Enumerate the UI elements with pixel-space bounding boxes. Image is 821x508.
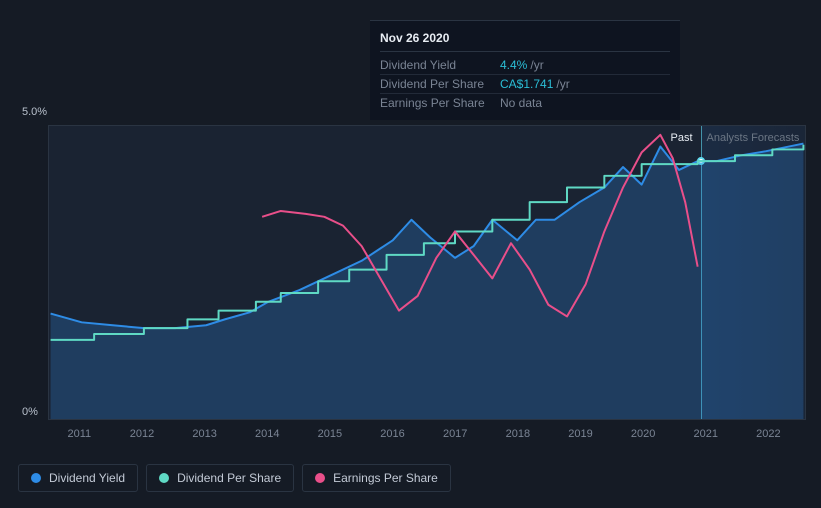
x-axis-tick: 2020	[631, 428, 655, 440]
chart-legend: Dividend Yield Dividend Per Share Earnings…	[18, 464, 451, 492]
y-axis-tick-min: 0%	[22, 406, 38, 418]
tooltip-key: Dividend Yield	[380, 58, 500, 72]
tooltip-unit: /yr	[530, 58, 543, 72]
tooltip-row: Earnings Per ShareNo data	[380, 94, 670, 112]
y-axis-tick-max: 5.0%	[22, 106, 47, 118]
x-axis-tick: 2021	[694, 428, 718, 440]
tooltip-date: Nov 26 2020	[380, 27, 670, 52]
x-axis-tick: 2015	[318, 428, 342, 440]
tooltip-value: CA$1.741	[500, 77, 553, 91]
x-axis-tick: 2012	[130, 428, 154, 440]
tooltip-nodata: No data	[500, 96, 542, 110]
legend-label: Dividend Yield	[49, 471, 125, 485]
tooltip-value: 4.4%	[500, 58, 527, 72]
plot-area[interactable]: Past Analysts Forecasts	[48, 125, 806, 420]
legend-toggle[interactable]: Dividend Per Share	[146, 464, 294, 492]
x-axis-tick: 2019	[568, 428, 592, 440]
tooltip-row: Dividend Per ShareCA$1.741 /yr	[380, 75, 670, 94]
x-axis-tick: 2017	[443, 428, 467, 440]
legend-toggle[interactable]: Dividend Yield	[18, 464, 138, 492]
legend-dot-icon	[31, 473, 41, 483]
tooltip-unit: /yr	[556, 77, 569, 91]
legend-dot-icon	[315, 473, 325, 483]
x-axis-tick: 2016	[380, 428, 404, 440]
dividend-chart: 5.0% 0% Past Analysts Forecasts 2011 2012…	[0, 0, 821, 508]
tooltip-row: Dividend Yield4.4% /yr	[380, 56, 670, 75]
legend-label: Earnings Per Share	[333, 471, 438, 485]
legend-toggle[interactable]: Earnings Per Share	[302, 464, 451, 492]
x-axis-tick: 2011	[67, 428, 91, 440]
x-axis-tick: 2022	[756, 428, 780, 440]
x-axis-tick: 2018	[506, 428, 530, 440]
tooltip-key: Dividend Per Share	[380, 77, 500, 91]
tooltip-key: Earnings Per Share	[380, 96, 500, 110]
x-axis-tick: 2014	[255, 428, 279, 440]
legend-dot-icon	[159, 473, 169, 483]
chart-tooltip: Nov 26 2020 Dividend Yield4.4% /yrDivide…	[370, 20, 680, 120]
x-axis-tick: 2013	[192, 428, 216, 440]
dividend_yield-area	[51, 144, 804, 419]
chart-svg	[49, 126, 805, 419]
legend-label: Dividend Per Share	[177, 471, 281, 485]
